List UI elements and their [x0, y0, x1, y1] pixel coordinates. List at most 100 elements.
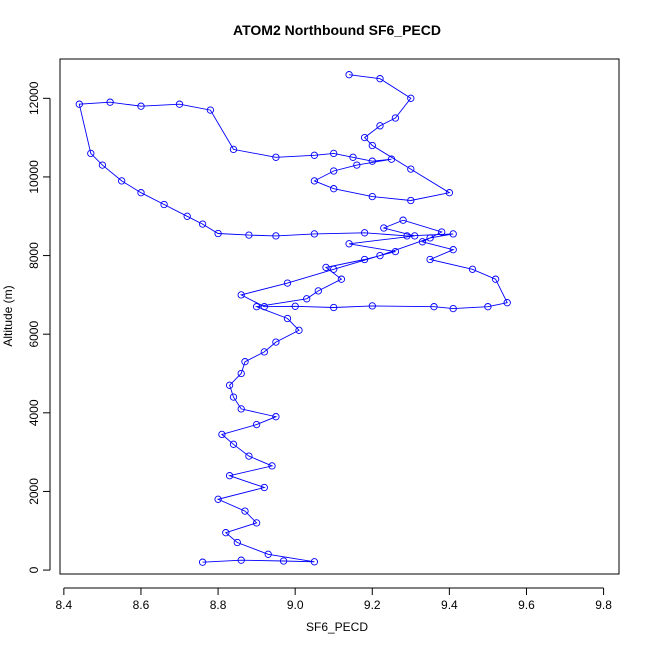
data-point — [491, 275, 500, 283]
data-point — [303, 295, 311, 303]
data-point — [283, 314, 292, 323]
data-point — [322, 263, 330, 272]
data-point — [376, 251, 384, 260]
data-point — [430, 303, 438, 311]
data-point — [330, 185, 338, 193]
data-point — [225, 381, 234, 389]
data-point — [260, 483, 268, 492]
x-tick-label: 8.6 — [133, 598, 150, 612]
data-point — [214, 229, 222, 238]
data-point — [330, 167, 338, 175]
data-point — [449, 246, 457, 254]
data-point — [353, 161, 361, 169]
data-point — [264, 550, 272, 558]
data-point — [241, 507, 249, 515]
data-point — [349, 153, 357, 161]
data-point — [503, 299, 511, 307]
data-point — [330, 265, 338, 273]
data-point — [368, 141, 376, 150]
data-point — [360, 133, 369, 142]
data-point — [314, 287, 322, 295]
data-point — [260, 348, 268, 356]
data-point — [252, 303, 261, 311]
data-point — [229, 145, 238, 154]
y-tick-label: 4000 — [27, 399, 41, 426]
data-point — [449, 304, 457, 313]
data-point — [445, 189, 454, 197]
data-point — [272, 338, 280, 346]
data-point — [411, 232, 419, 240]
data-point — [87, 149, 95, 158]
y-axis: 0 2000 4000 6000 8000 10000 12000 — [27, 81, 51, 573]
data-point — [330, 303, 338, 312]
data-point — [252, 420, 261, 429]
data-point — [407, 196, 415, 205]
data-point — [218, 430, 226, 439]
data-point — [272, 232, 280, 240]
data-point — [214, 495, 222, 503]
data-point — [291, 302, 299, 310]
data-point — [229, 393, 238, 401]
chart-title: ATOM2 Northbound SF6_PECD — [233, 22, 441, 38]
data-point — [376, 122, 384, 130]
data-point — [237, 556, 245, 564]
data-point — [368, 192, 376, 201]
data-point — [407, 94, 415, 102]
data-point — [272, 413, 280, 421]
data-point — [438, 228, 446, 236]
data-point — [237, 369, 245, 378]
data-point — [360, 255, 369, 264]
data-point — [245, 231, 253, 239]
data-point — [391, 247, 400, 256]
data-point — [183, 212, 191, 220]
data-point — [376, 75, 384, 83]
y-tick-label: 6000 — [27, 321, 41, 348]
data-point — [118, 177, 126, 185]
data-point — [206, 106, 215, 114]
data-point — [137, 189, 145, 197]
data-point — [310, 558, 319, 566]
x-tick-label: 8.4 — [56, 598, 73, 612]
y-tick-label: 2000 — [27, 478, 41, 505]
y-tick-label: 0 — [27, 566, 41, 573]
data-point — [368, 302, 376, 310]
x-axis: 8.4 8.6 8.8 9.0 9.2 9.4 9.6 9.8 — [56, 587, 612, 612]
x-tick-label: 9.6 — [518, 598, 535, 612]
data-point — [252, 519, 261, 527]
data-point — [175, 100, 184, 108]
data-point — [272, 153, 280, 161]
data-point — [295, 326, 303, 334]
data-point — [337, 275, 346, 283]
data-point — [198, 558, 207, 566]
x-axis-label: SF6_PECD — [306, 620, 368, 634]
data-point — [310, 230, 319, 238]
data-point — [418, 238, 427, 246]
data-point — [407, 165, 415, 173]
data-point — [387, 155, 396, 163]
data-point — [233, 538, 241, 547]
x-tick-label: 9.8 — [595, 598, 612, 612]
data-point — [229, 440, 238, 448]
data-point — [279, 557, 288, 565]
x-tick-label: 9.4 — [441, 598, 458, 612]
x-tick-label: 9.0 — [287, 598, 304, 612]
data-point — [268, 462, 276, 470]
data-point — [380, 224, 388, 232]
y-tick-label: 12000 — [27, 81, 41, 115]
y-tick-label: 10000 — [27, 160, 41, 194]
data-point — [237, 291, 245, 299]
data-point — [403, 232, 411, 240]
y-axis-label: Altitude (m) — [1, 285, 15, 346]
data-point — [222, 529, 230, 537]
data-point — [345, 240, 353, 248]
data-point — [468, 265, 477, 273]
plot-frame — [59, 58, 620, 575]
data-point — [237, 405, 245, 413]
data-point — [310, 177, 319, 185]
data-point — [241, 358, 249, 366]
data-point — [449, 230, 457, 238]
data-point — [75, 100, 83, 108]
series-line — [78, 74, 508, 563]
